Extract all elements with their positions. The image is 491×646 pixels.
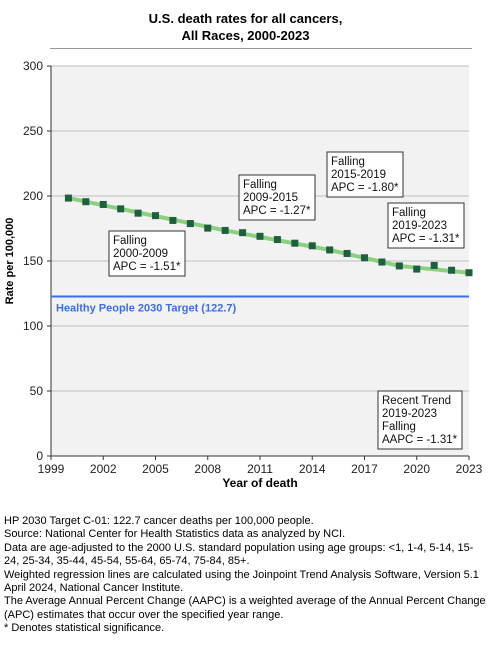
- footnote-aapc: The Average Annual Percent Change (AAPC)…: [4, 595, 486, 621]
- data-point: [413, 265, 421, 273]
- chart-title: U.S. death rates for all cancers,: [148, 11, 343, 26]
- data-point: [256, 232, 264, 240]
- data-point: [134, 209, 142, 217]
- data-point: [378, 258, 386, 266]
- x-tick-label: 2011: [247, 462, 273, 476]
- annotation-line: Falling: [392, 207, 426, 219]
- data-point: [395, 262, 403, 270]
- footnotes: HP 2030 Target C-01: 122.7 cancer deaths…: [4, 515, 488, 636]
- data-point: [465, 269, 473, 277]
- annotation-line: 2019-2023: [382, 408, 437, 420]
- data-point: [361, 254, 368, 262]
- annotation-border: [387, 202, 465, 249]
- annotation-line: Falling: [243, 179, 277, 191]
- x-tick-label: 2005: [142, 462, 169, 476]
- x-axis-label: Year of death: [222, 476, 297, 490]
- data-point: [64, 194, 72, 202]
- x-tick-label: 2023: [456, 462, 483, 476]
- y-tick-label: 150: [23, 254, 43, 268]
- footnote-hp-target: HP 2030 Target C-01: 122.7 cancer deaths…: [4, 515, 314, 527]
- annotation-border: [238, 174, 316, 221]
- chart-subtitle: All Races, 2000-2023: [181, 28, 310, 43]
- annotation-line: APC = -1.27*: [243, 205, 311, 217]
- annotation-line: 2000-2009: [113, 248, 168, 260]
- annotation-line: AAPC = -1.31*: [382, 434, 458, 446]
- footnote-age-adjust: Data are age-adjusted to the 2000 U.S. s…: [4, 541, 474, 568]
- trend-line-segment: [397, 263, 471, 275]
- annotation-line: 2019-2023: [392, 220, 447, 232]
- target-line-group: Healthy People 2030 Target (122.7): [51, 295, 469, 314]
- data-point: [152, 212, 159, 220]
- y-tick-label: 0: [36, 449, 43, 463]
- axes: 0 50 100 150 200 250 300 1999 2002 2005 2008 2011 20…: [23, 59, 483, 476]
- data-point: [308, 242, 316, 250]
- chart-title-block: U.S. death rates for all cancers, All Ra…: [0, 10, 491, 44]
- x-tick-label: 2002: [90, 462, 117, 476]
- annotation-line: Falling: [382, 421, 416, 433]
- data-point: [239, 229, 247, 237]
- annotation-line: APC = -1.80*: [331, 182, 399, 194]
- data-point: [117, 205, 125, 213]
- title-separator: [50, 48, 472, 49]
- footnote-regression: Weighted regression lines are calculated…: [4, 568, 479, 595]
- target-label: Healthy People 2030 Target (122.7): [56, 302, 236, 314]
- data-point: [273, 236, 281, 244]
- annotation-line: Recent Trend: [382, 395, 451, 407]
- x-tick-label: 2008: [194, 462, 221, 476]
- data-point: [448, 266, 456, 274]
- y-axis-label: Rate per 100,000: [4, 218, 16, 305]
- annotation-line: Falling: [113, 235, 147, 247]
- data-point: [82, 198, 90, 206]
- annotation-line: 2009-2015: [243, 192, 298, 204]
- x-tick-label: 2020: [403, 462, 430, 476]
- data-point: [99, 200, 107, 208]
- data-point: [326, 246, 334, 254]
- y-tick-label: 250: [23, 124, 43, 138]
- data-point: [169, 216, 177, 224]
- data-point: [204, 224, 212, 232]
- annotation-line: 2015-2019: [331, 169, 386, 181]
- x-tick-label: 2014: [299, 462, 326, 476]
- annotation-line: APC = -1.31*: [392, 233, 460, 245]
- data-point: [430, 261, 438, 269]
- annotation-border: [377, 390, 463, 450]
- data-points: [64, 194, 473, 277]
- data-point: [221, 226, 229, 234]
- annotation-border: [108, 230, 186, 277]
- data-point: [291, 239, 299, 247]
- data-point: [343, 249, 351, 257]
- y-tick-label: 200: [23, 189, 43, 203]
- data-point: [186, 220, 194, 228]
- y-tick-label: 100: [23, 319, 43, 333]
- x-tick-label: 2017: [351, 462, 378, 476]
- annotation-line: APC = -1.51*: [113, 261, 181, 273]
- y-tick-label: 50: [30, 384, 44, 398]
- footnote-significance: * Denotes statistical significance.: [4, 622, 165, 635]
- annotation-line: Falling: [331, 156, 365, 168]
- annotation-border: [326, 151, 404, 198]
- footnote-source: Source: National Center for Health Stati…: [4, 528, 346, 541]
- line-chart: 0 50 100 150 200 250 300 1999 2002 2005 2008 2011 20…: [4, 59, 483, 490]
- y-tick-label: 300: [23, 59, 43, 73]
- trend-line-segment: [66, 196, 228, 233]
- x-tick-label: 1999: [38, 462, 65, 476]
